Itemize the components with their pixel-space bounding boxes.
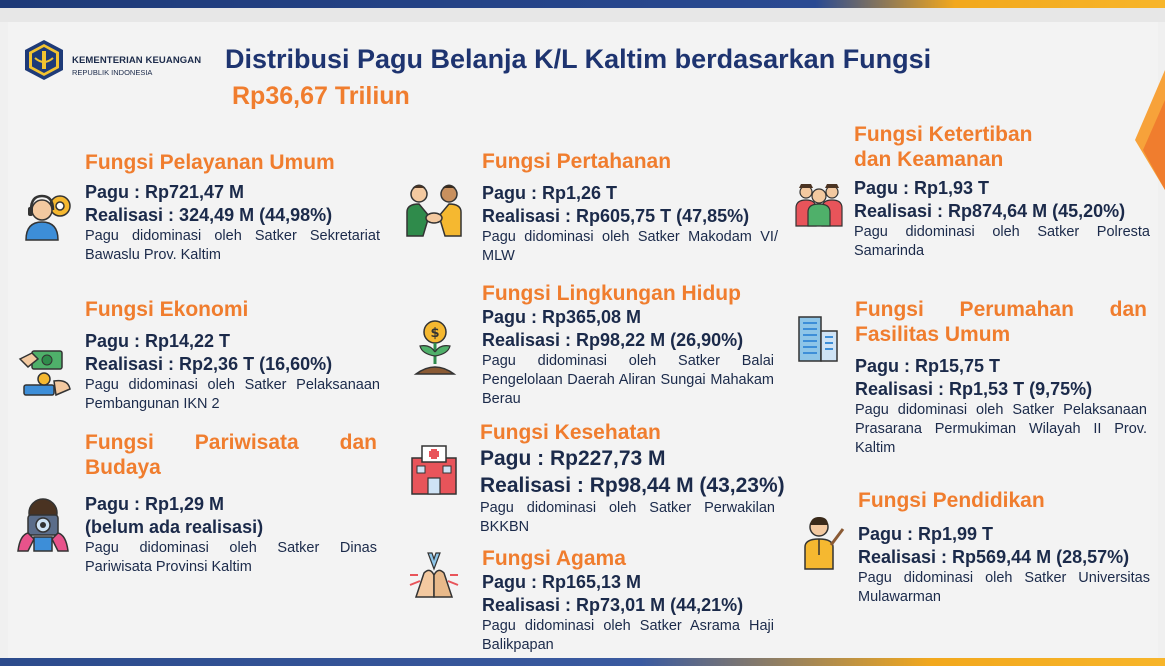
realisasi-value: Realisasi : Rp605,75 T (47,85%) xyxy=(482,206,750,226)
pagu-value: Pagu : Rp721,47 M xyxy=(85,182,245,202)
pagu-value: Pagu : Rp1,93 T xyxy=(854,178,990,198)
money-hands-icon xyxy=(16,345,74,403)
teacher-icon xyxy=(797,515,847,571)
top-bar xyxy=(0,0,1165,22)
pagu-value: Pagu : Rp14,22 T xyxy=(85,331,231,351)
realisasi-value: Realisasi : Rp569,44 M (28,57%) xyxy=(858,547,1130,567)
function-description: Pagu didominasi oleh Satker Balai Pengel… xyxy=(482,353,774,407)
card-ekonomi: Fungsi Ekonomi Pagu : Rp14,22 T Realisas… xyxy=(85,297,380,414)
function-description: Pagu didominasi oleh Satker Dinas Pariwi… xyxy=(85,540,377,575)
card-ketertiban: Fungsi Ketertiban dan Keamanan Pagu : Rp… xyxy=(854,122,1150,261)
function-title: Fungsi Kesehatan xyxy=(480,421,661,444)
realisasi-value: Realisasi : 324,49 M (44,98%) xyxy=(85,205,333,225)
function-description: Pagu didominasi oleh Satker Makodam VI/ … xyxy=(482,229,778,264)
function-title: Fungsi Lingkungan Hidup xyxy=(482,282,741,305)
realisasi-value: Realisasi : Rp874,64 M (45,20%) xyxy=(854,201,1126,221)
support-agent-icon xyxy=(20,188,74,242)
realisasi-value: Realisasi : Rp73,01 M (44,21%) xyxy=(482,595,744,615)
svg-text:$: $ xyxy=(430,326,439,341)
realisasi-value: Realisasi : Rp2,36 T (16,60%) xyxy=(85,354,333,374)
photographer-icon xyxy=(14,495,72,553)
orange-decor-shape xyxy=(1135,70,1165,190)
content-panel xyxy=(8,22,1158,658)
card-pariwisata: Fungsi Pariwisata dan Budaya Pagu : Rp1,… xyxy=(85,430,377,577)
function-title: Fungsi Pertahanan xyxy=(482,150,672,173)
page-title: Distribusi Pagu Belanja K/L Kaltim berda… xyxy=(225,44,932,74)
function-title: Fungsi Perumahan dan Fasilitas Umum xyxy=(855,298,1147,346)
function-title: Fungsi Pelayanan Umum xyxy=(85,151,335,174)
org-name: KEMENTERIAN KEUANGAN xyxy=(72,55,202,66)
total-budget: Rp36,67 Triliun xyxy=(232,82,410,110)
handshake-people-icon xyxy=(405,182,463,238)
card-pendidikan: Fungsi Pendidikan Pagu : Rp1,99 T Realis… xyxy=(858,488,1150,607)
pagu-value: Pagu : Rp1,99 T xyxy=(858,524,994,544)
function-description: Pagu didominasi oleh Satker Asrama Haji … xyxy=(482,618,774,653)
pagu-value: Pagu : Rp1,26 T xyxy=(482,183,618,203)
function-description: Pagu didominasi oleh Satker Polresta Sam… xyxy=(854,224,1150,259)
pagu-value: Pagu : Rp1,29 M xyxy=(85,494,225,514)
hospital-icon xyxy=(408,442,460,496)
pagu-value: Pagu : Rp165,13 M xyxy=(482,572,642,592)
function-description: Pagu didominasi oleh Satker Sekretariat … xyxy=(85,228,380,263)
org-subname: REPUBLIK INDONESIA xyxy=(72,68,153,77)
card-perumahan: Fungsi Perumahan dan Fasilitas Umum Pagu… xyxy=(855,297,1147,458)
function-title: Fungsi Ketertiban dan Keamanan xyxy=(854,123,1033,171)
card-lingkungan-hidup: Fungsi Lingkungan Hidup Pagu : Rp365,08 … xyxy=(482,281,774,409)
realisasi-value: Realisasi : Rp98,22 M (26,90%) xyxy=(482,330,744,350)
pagu-value: Pagu : Rp15,75 T xyxy=(855,356,1001,376)
praying-hands-icon xyxy=(406,545,462,601)
card-pertahanan: Fungsi Pertahanan Pagu : Rp1,26 T Realis… xyxy=(482,149,778,266)
realisasi-value: (belum ada realisasi) xyxy=(85,517,264,537)
card-pelayanan-umum: Fungsi Pelayanan Umum Pagu : Rp721,47 M … xyxy=(85,150,380,265)
function-title: Fungsi Ekonomi xyxy=(85,298,249,321)
card-agama: Fungsi Agama Pagu : Rp165,13 M Realisasi… xyxy=(482,546,774,655)
function-description: Pagu didominasi oleh Satker Pelaksanaan … xyxy=(85,377,380,412)
realisasi-value: Realisasi : Rp98,44 M (43,23%) xyxy=(480,474,785,497)
function-title: Fungsi Agama xyxy=(482,547,626,570)
function-description: Pagu didominasi oleh Satker Perwakilan B… xyxy=(480,500,775,535)
police-group-icon xyxy=(794,180,844,228)
bottom-bar xyxy=(0,658,1165,666)
function-title: Fungsi Pendidikan xyxy=(858,489,1045,512)
function-description: Pagu didominasi oleh Satker Universitas … xyxy=(858,570,1150,605)
pagu-value: Pagu : Rp365,08 M xyxy=(482,307,642,327)
ministry-emblem-icon xyxy=(25,40,63,80)
money-plant-icon: $ xyxy=(410,318,460,376)
card-kesehatan: Fungsi Kesehatan Pagu : Rp227,73 M Reali… xyxy=(480,420,815,537)
pagu-value: Pagu : Rp227,73 M xyxy=(480,447,666,470)
function-title: Fungsi Pariwisata dan Budaya xyxy=(85,431,377,479)
building-icon xyxy=(793,313,841,363)
function-description: Pagu didominasi oleh Satker Pelaksanaan … xyxy=(855,402,1147,456)
realisasi-value: Realisasi : Rp1,53 T (9,75%) xyxy=(855,379,1093,399)
ministry-logo: KEMENTERIAN KEUANGAN REPUBLIK INDONESIA xyxy=(22,38,202,82)
